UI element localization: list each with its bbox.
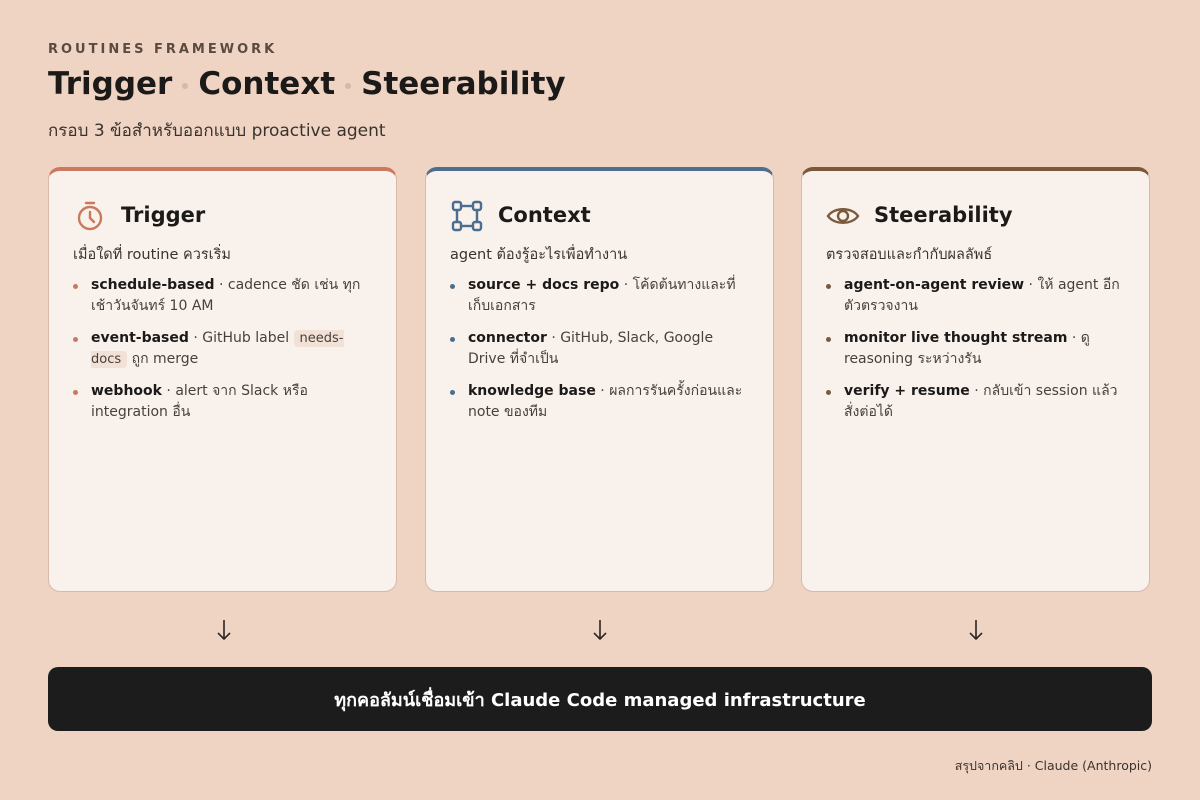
item: schedule-based · cadence ชัด เช่น ทุกเช้…: [73, 275, 376, 317]
item-desc: · GitHub label: [193, 330, 290, 346]
arrow: [217, 620, 231, 641]
bullet: [826, 390, 831, 395]
bullet: [450, 284, 455, 289]
title-part: Steerability: [361, 66, 566, 102]
bullet: [73, 284, 78, 289]
footer: สรุปจากคลิป · Claude (Anthropic): [954, 758, 1152, 773]
network-icon: [451, 200, 483, 232]
item-term: schedule-based: [91, 277, 215, 293]
item: verify + resume · กลับเข้า session แล้วส…: [826, 381, 1129, 423]
dot: [182, 83, 189, 89]
bullet: [826, 337, 831, 342]
item-term: webhook: [91, 383, 162, 399]
item-desc: · ดู reasoning ระหว่างรัน: [844, 330, 1090, 367]
item: webhook · alert จาก Slack หรือ integrati…: [73, 381, 376, 423]
title-part: Context: [198, 66, 336, 102]
item-desc: · alert จาก Slack หรือ integration อื่น: [91, 383, 308, 420]
item-term: source + docs repo: [468, 277, 620, 293]
item-desc: · cadence ชัด เช่น ทุกเช้าวันจันทร์ 10 A…: [91, 277, 361, 314]
arrow: [969, 620, 983, 641]
card: Context agent ต้องรู้อะไรเพื่อทำงาน source…: [425, 167, 774, 592]
item: source + docs repo · โค้ดต้นทางและที่เก็…: [450, 275, 753, 317]
card: Trigger เมื่อใดที่ routine ควรเริ่ม schedu…: [48, 167, 397, 592]
dot: [345, 83, 352, 89]
item-desc: · ให้ agent อีกตัวตรวจงาน: [844, 277, 1120, 314]
item-list: source + docs repo · โค้ดต้นทางและที่เก็…: [450, 275, 753, 434]
bullet: [73, 337, 78, 342]
item: knowledge base · ผลการรันครั้งก่อนและ no…: [450, 381, 753, 423]
subtitle: กรอบ 3 ข้อสำหรับออกแบบ proactive agent: [48, 121, 386, 141]
item: monitor live thought stream · ดู reasoni…: [826, 328, 1129, 370]
bullet: [450, 337, 455, 342]
card-subtitle: เมื่อใดที่ routine ควรเริ่ม: [73, 247, 231, 263]
title-part: Trigger: [48, 66, 173, 102]
banner: ทุกคอลัมน์เชื่อมเข้า Claude Code managed…: [48, 667, 1152, 731]
card-title: Steerability: [874, 203, 1013, 227]
stopwatch-icon: [77, 201, 103, 231]
item: connector · GitHub, Slack, Google Drive …: [450, 328, 753, 370]
eye-icon: [826, 208, 860, 224]
title: Trigger Context Steerability: [48, 66, 566, 102]
item-desc: · GitHub, Slack, Google Drive ที่จำเป็น: [468, 330, 714, 367]
item-desc: · ผลการรันครั้งก่อนและ note ของทีม: [468, 383, 743, 420]
bullet: [450, 390, 455, 395]
bullet: [73, 390, 78, 395]
item-term: knowledge base: [468, 383, 596, 399]
card-title: Trigger: [121, 203, 206, 227]
item-term: agent-on-agent review: [844, 277, 1025, 293]
card: Steerability ตรวจสอบและกำกับผลลัพธ์ agent-…: [801, 167, 1150, 592]
item-term: connector: [468, 330, 547, 346]
eyebrow: ROUTINES FRAMEWORK: [48, 42, 278, 57]
bullet: [826, 284, 831, 289]
card-subtitle: ตรวจสอบและกำกับผลลัพธ์: [826, 247, 993, 263]
card-title: Context: [498, 203, 591, 227]
card-subtitle: agent ต้องรู้อะไรเพื่อทำงาน: [450, 247, 628, 263]
item-list: agent-on-agent review · ให้ agent อีกตัว…: [826, 275, 1129, 434]
item: event-based · GitHub label needs-docs ถู…: [73, 328, 376, 370]
item-term: monitor live thought stream: [844, 330, 1068, 346]
arrow: [593, 620, 607, 641]
item-desc: · โค้ดต้นทางและที่เก็บเอกสาร: [468, 277, 736, 314]
item-term: event-based: [91, 330, 189, 346]
item-desc: ถูก merge: [131, 351, 199, 367]
item-term: verify + resume: [844, 383, 970, 399]
item-desc: · กลับเข้า session แล้วสั่งต่อได้: [844, 383, 1118, 420]
item-list: schedule-based · cadence ชัด เช่น ทุกเช้…: [73, 275, 376, 434]
item: agent-on-agent review · ให้ agent อีกตัว…: [826, 275, 1129, 317]
